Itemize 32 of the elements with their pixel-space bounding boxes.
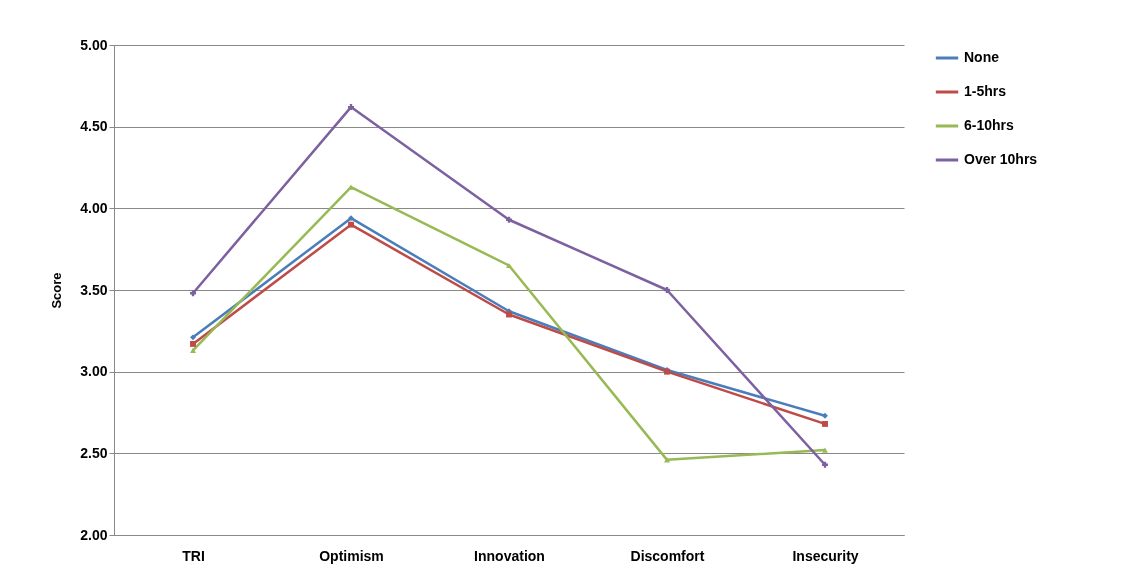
x-tick-label: TRI (182, 547, 205, 564)
x-tick-label: Optimism (319, 547, 384, 564)
point (190, 290, 196, 297)
x-tick-label: Insecurity (792, 547, 859, 564)
legend-label: Over 10hrs (964, 151, 1038, 167)
point (822, 412, 828, 419)
y-tick-label: 3.50 (80, 281, 108, 298)
point (348, 184, 354, 190)
y-tick-label: 2.50 (80, 444, 108, 461)
y-tick-label: 4.00 (80, 199, 108, 216)
y-tick-label: 2.00 (80, 526, 108, 543)
legend-label: 1-5hrs (964, 83, 1007, 99)
point (664, 287, 670, 293)
point (822, 447, 828, 453)
x-tick-label: Innovation (474, 547, 545, 564)
point (348, 221, 354, 228)
y-axis-title: Score (49, 272, 65, 309)
legend-label: 6-10hrs (964, 117, 1015, 133)
legend-label: None (964, 49, 1000, 65)
y-tick-label: 4.50 (80, 118, 108, 135)
point (348, 215, 354, 222)
point (190, 347, 196, 353)
point (822, 461, 828, 468)
point (190, 334, 196, 341)
point (506, 216, 512, 223)
point (190, 340, 196, 347)
y-tick-label: 5.00 (80, 36, 108, 53)
x-tick-label: Discomfort (630, 547, 705, 564)
point (348, 104, 354, 111)
point (822, 420, 828, 427)
point (506, 262, 512, 269)
y-tick-label: 3.00 (80, 363, 108, 380)
